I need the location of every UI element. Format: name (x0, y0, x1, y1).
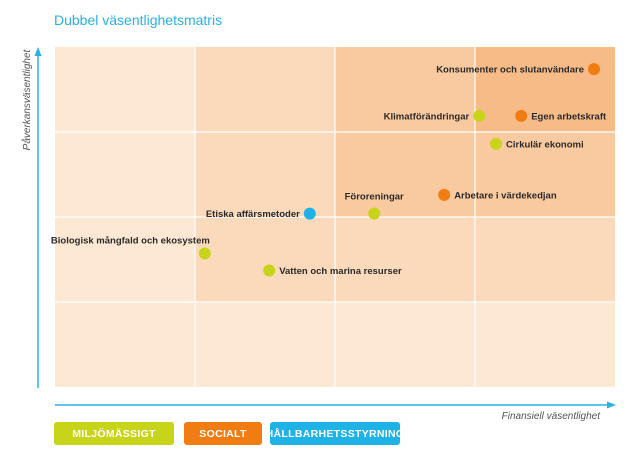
point-label-cirkul-r-ekonomi: Cirkulär ekonomi (506, 139, 584, 150)
point-label-arbetare-i-v-rdekedjan: Arbetare i värdekedjan (454, 190, 557, 201)
chart-title: Dubbel väsentlighetsmatris (54, 12, 223, 28)
legend-governance: HÅLLBARHETSSTYRNING (266, 422, 404, 445)
point-label-etiska-aff-rsmetoder: Etiska affärsmetoder (206, 209, 300, 220)
point-label-vatten-och-marina-resurser: Vatten och marina resurser (279, 266, 402, 277)
legend-environment-label: MILJÖMÄSSIGT (72, 427, 156, 440)
point-konsumenter-och-slutanv-ndare (588, 63, 600, 76)
point-f-roreningar (368, 207, 381, 220)
point-label-konsumenter-och-slutanv-ndare: Konsumenter och slutanvändare (436, 65, 584, 76)
legend-social: SOCIALT (184, 422, 262, 445)
data-points: Konsumenter och slutanvändare Klimatförän… (51, 63, 607, 277)
point-label-egen-arbetskraft: Egen arbetskraft (531, 111, 607, 122)
point-etiska-aff-rsmetoder (303, 207, 316, 220)
point-arbetare-i-v-rdekedjan (438, 188, 451, 201)
point-klimatf-r-ndringar (473, 109, 486, 122)
point-cirkul-r-ekonomi (490, 137, 502, 150)
legend-governance-label: HÅLLBARHETSSTYRNING (265, 427, 405, 440)
point-label-klimatf-r-ndringar: Klimatförändringar (384, 111, 470, 122)
matrix-zone-top (475, 47, 615, 132)
x-axis: Finansiell väsentlighet (55, 401, 616, 422)
point-label-biologisk-m-ngfald-och-ekosystem: Biologisk mångfald och ekosystem (51, 236, 210, 247)
x-axis-label: Finansiell väsentlighet (502, 411, 602, 422)
legend-social-label: SOCIALT (199, 427, 247, 440)
legend-environment: MILJÖMÄSSIGT (54, 422, 174, 445)
y-axis-arrow (34, 47, 42, 56)
x-axis-arrow (607, 401, 616, 409)
y-axis: Påverkansväsentlighet (21, 47, 42, 388)
grid-lines (55, 47, 615, 387)
point-label-f-roreningar: Föroreningar (345, 192, 404, 203)
y-axis-label: Påverkansväsentlighet (21, 48, 33, 150)
point-biologisk-m-ngfald-och-ekosystem (198, 247, 211, 260)
point-vatten-och-marina-resurser (263, 264, 276, 277)
point-egen-arbetskraft (515, 109, 528, 122)
